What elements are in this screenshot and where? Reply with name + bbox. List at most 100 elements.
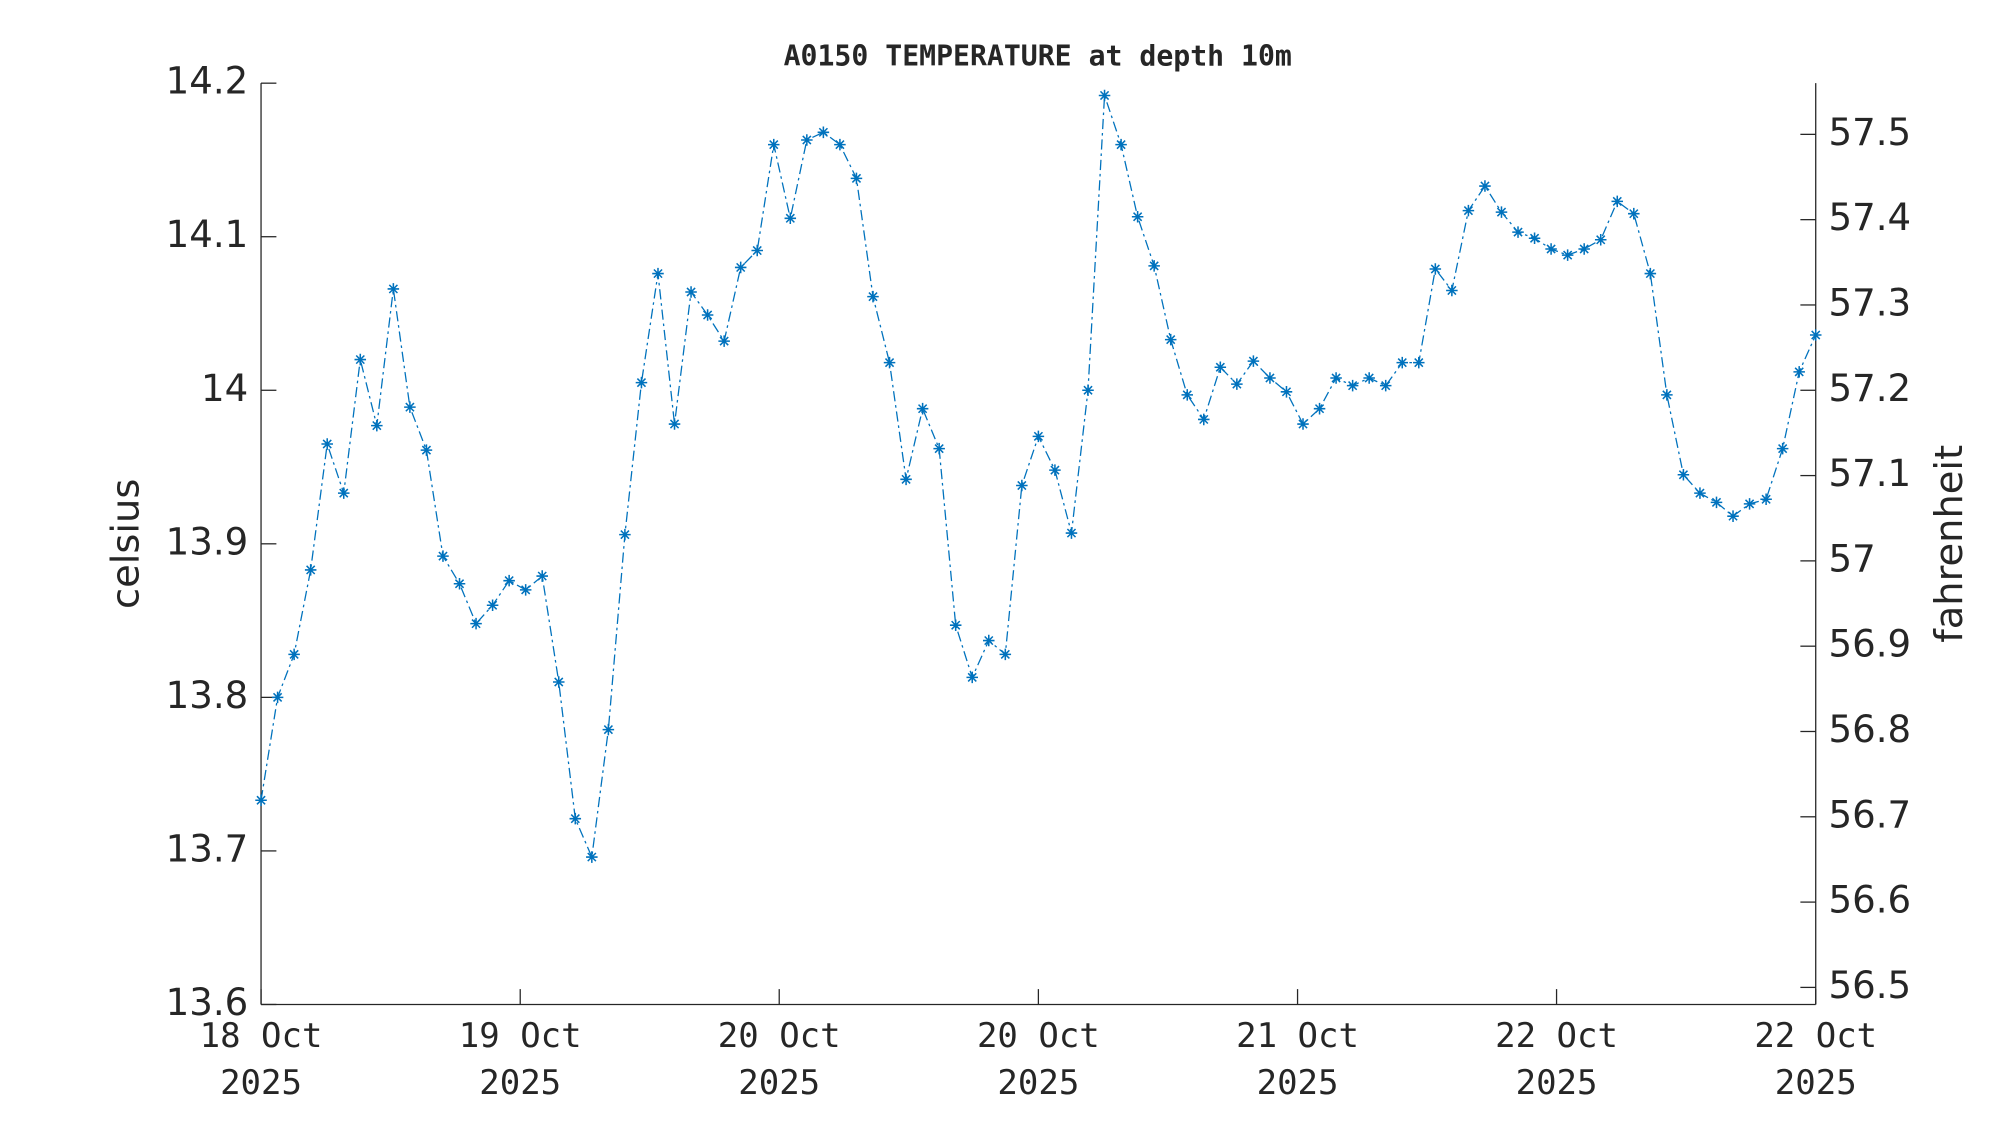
marker [1694,487,1706,499]
marker [1131,211,1144,223]
y2-tick-label: 56.9 [1829,623,1912,666]
y2-tick-label: 56.5 [1829,964,1912,1007]
marker [503,574,515,587]
marker [1264,372,1276,384]
marker [1495,206,1508,218]
marker [635,376,648,389]
y2-axis-label: fahrenheit [1927,445,1972,643]
marker [933,442,945,455]
marker [288,648,300,661]
marker [1512,226,1524,238]
marker [1082,384,1094,397]
marker [1379,379,1392,392]
x-tick-label: 20 Oct 2025 [717,1016,841,1104]
marker [1429,263,1442,275]
marker [668,418,681,430]
marker [1115,138,1127,151]
marker [1214,361,1227,373]
marker [1065,527,1078,539]
marker [1247,355,1260,367]
marker [1231,378,1243,390]
marker [916,402,929,415]
marker [966,671,978,684]
y2-tick-label: 56.6 [1829,879,1912,922]
marker [1313,402,1326,415]
marker [1809,329,1822,341]
y2-tick-label: 57.4 [1829,196,1912,239]
y-tick-label: 13.9 [166,520,249,563]
y2-tick-label: 57 [1829,537,1876,580]
marker [1330,372,1342,384]
marker [1545,243,1557,255]
marker [453,577,466,590]
marker [685,286,697,298]
marker [1710,496,1723,509]
marker [271,691,284,704]
marker [586,851,598,863]
x-tick-label: 18 Oct 2025 [199,1016,323,1104]
marker [983,634,995,647]
marker [1363,372,1375,384]
marker [1164,333,1177,346]
x-tick-label: 22 Oct 2025 [1495,1016,1618,1104]
marker [1776,442,1789,455]
chart-title: A0150 TEMPERATURE at depth 10m [784,40,1292,73]
marker [387,283,400,295]
marker [999,648,1012,661]
marker [1594,234,1607,246]
y2-tick-label: 56.8 [1829,708,1912,751]
marker [337,487,350,499]
marker [470,617,482,630]
marker [784,212,797,225]
marker [1098,89,1111,102]
marker [321,438,333,450]
marker [850,172,863,185]
x-tick-label: 20 Oct 2025 [976,1016,1100,1104]
marker [519,584,532,596]
marker [883,356,896,369]
y2-tick-label: 57.3 [1829,281,1912,324]
y-tick-label: 13.8 [166,674,249,717]
marker [437,550,449,562]
marker [1628,207,1640,220]
marker [1032,430,1045,443]
y2-tick-label: 57.1 [1829,452,1912,495]
data-line [260,95,1817,860]
marker [801,134,813,146]
y-tick-label: 13.6 [166,981,249,1024]
marker [1462,204,1475,217]
marker [1016,479,1028,492]
marker [602,723,615,736]
marker [552,676,565,688]
y-tick-label: 14 [201,367,248,410]
marker [1049,464,1061,476]
marker [371,419,383,432]
marker [734,261,747,274]
x-tick-label: 21 Oct 2025 [1236,1016,1359,1104]
marker [1611,195,1624,208]
x-tick-label: 19 Oct 2025 [458,1016,582,1104]
marker [1446,284,1458,297]
marker [304,564,317,576]
marker [420,444,433,456]
marker [817,126,830,139]
y2-tick-label: 56.7 [1829,793,1912,836]
marker [255,794,267,807]
y2-tick-label: 57.5 [1829,111,1912,154]
marker [1561,249,1574,261]
marker [1677,468,1690,481]
marker [751,244,763,257]
marker [900,473,912,486]
y-tick-label: 14.2 [166,60,249,103]
marker [1479,180,1491,192]
marker [1644,267,1657,280]
marker [1760,493,1772,506]
marker [1346,379,1359,392]
marker [1181,389,1193,401]
marker [536,570,548,582]
marker [834,138,846,151]
marker [486,599,499,611]
marker [1396,356,1409,369]
